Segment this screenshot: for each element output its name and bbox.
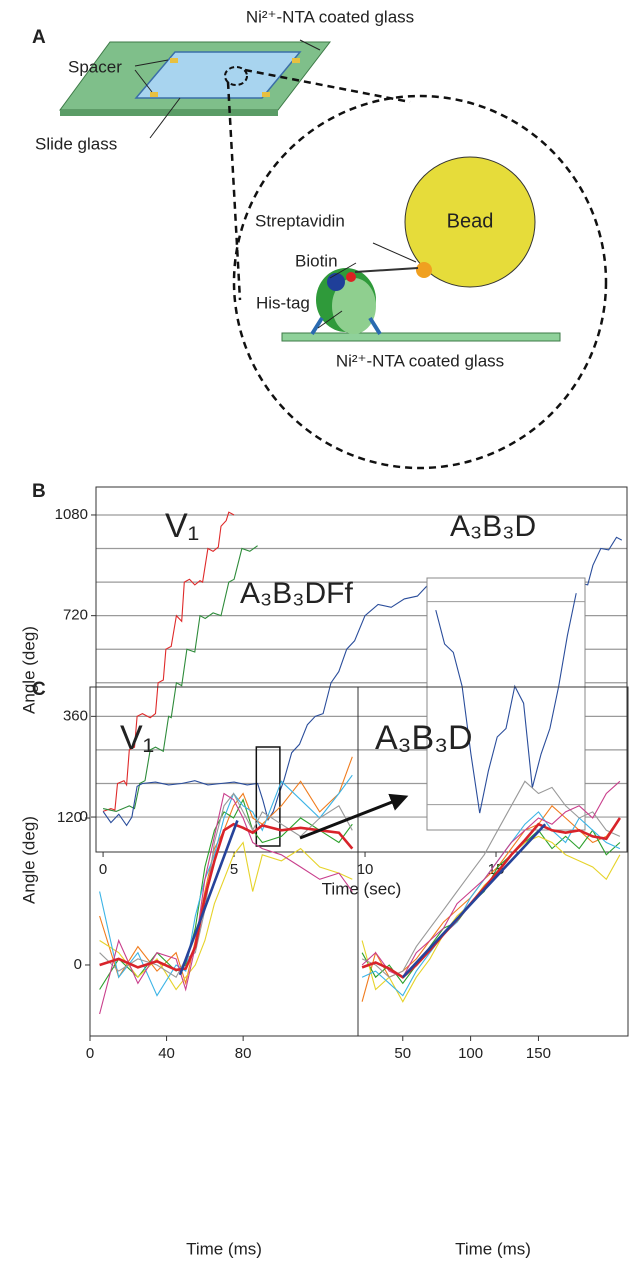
streptavidin-group: [416, 262, 432, 278]
label: Ni²⁺-NTA coated glass: [246, 7, 414, 26]
y-tick-label: 1080: [55, 506, 88, 523]
spacer: [292, 58, 300, 63]
series-label: V₁: [165, 507, 199, 545]
series-line: [99, 792, 353, 1015]
zoom-circle: [224, 66, 248, 86]
x-tick-label: 5: [230, 861, 238, 878]
x-axis-label: Time (sec): [322, 879, 402, 898]
annotation: A₃B₃D: [375, 719, 473, 757]
his-tag-linker: [310, 316, 382, 336]
zoom-box: [255, 746, 281, 847]
series-line: [361, 829, 621, 985]
zoom-arrow: [299, 793, 409, 840]
leader: [134, 69, 153, 93]
plot-frame: [357, 686, 629, 1037]
leader: [149, 97, 181, 139]
label: Streptavidin: [255, 211, 345, 230]
series-line: [361, 780, 621, 978]
x-axis-label: Time (ms): [455, 1239, 531, 1258]
label: His-tag: [256, 293, 310, 312]
label: Spacer: [68, 57, 122, 76]
plot-frame: [95, 486, 628, 853]
leader: [299, 39, 321, 51]
spacer: [150, 92, 158, 97]
bead: [404, 156, 536, 288]
x-tick-label: 0: [86, 1045, 94, 1062]
series-line: [99, 841, 353, 991]
zoom-line: [244, 68, 411, 104]
x-tick-label: 50: [394, 1045, 411, 1062]
leader: [134, 59, 169, 67]
panel-label: B: [32, 481, 46, 502]
series-line: [361, 804, 621, 1002]
y-tick-label: 120: [57, 809, 82, 826]
series-line: [99, 756, 353, 986]
linker: [354, 267, 419, 273]
y-axis-label: Angle (deg): [19, 816, 38, 904]
y-tick-label: 0: [74, 956, 82, 973]
zoom-circle: [232, 94, 608, 470]
ni-glass: [281, 332, 561, 342]
spacer: [262, 92, 270, 97]
series-label: A₃B₃D: [450, 510, 536, 543]
series-line: [401, 823, 547, 979]
zoom-line: [226, 81, 242, 301]
x-tick-label: 40: [158, 1045, 175, 1062]
panel-a: A Ni²⁺-NTA coated glass Spacer Slide gla…: [32, 7, 608, 470]
x-tick-label: 10: [357, 861, 374, 878]
leader: [329, 262, 357, 279]
series-label: A₃B₃DFf: [240, 577, 353, 610]
label: Slide glass: [35, 134, 117, 153]
biotin-group: [346, 272, 356, 282]
protein: [332, 278, 376, 334]
inset-frame: [426, 577, 586, 831]
panel-label: C: [32, 679, 46, 700]
series-line: [99, 822, 354, 972]
spacer: [170, 58, 178, 63]
annotation: V₁: [120, 719, 154, 757]
series-line: [99, 774, 353, 997]
y-tick-label: 0: [80, 808, 88, 825]
x-tick-label: 150: [526, 1045, 551, 1062]
inset-line: [435, 593, 577, 814]
y-tick-label: 720: [63, 607, 88, 624]
label: Bead: [447, 210, 494, 232]
y-axis-label: Angle (deg): [19, 626, 38, 714]
label: Ni²⁺-NTA coated glass: [336, 351, 504, 370]
series-line: [361, 811, 621, 997]
series-line: [178, 820, 239, 976]
label: Biotin: [295, 251, 338, 270]
biotin-group: [327, 273, 345, 291]
series-line: [102, 545, 258, 812]
x-tick-label: 0: [99, 861, 107, 878]
slide-glass: [134, 51, 302, 99]
x-axis-label: Time (ms): [186, 1239, 262, 1258]
leader: [317, 310, 343, 329]
y-tick-label: 360: [63, 707, 88, 724]
series-line: [102, 511, 235, 812]
leader: [372, 242, 417, 263]
x-tick-label: 100: [458, 1045, 483, 1062]
x-tick-label: 80: [235, 1045, 252, 1062]
panel-label: A: [32, 27, 46, 48]
series-line: [99, 792, 353, 978]
